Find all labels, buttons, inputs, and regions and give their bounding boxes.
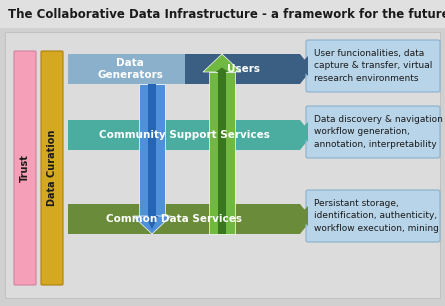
Bar bbox=[218, 72, 227, 234]
Polygon shape bbox=[300, 54, 312, 84]
Polygon shape bbox=[133, 216, 171, 234]
Text: Data discovery & navigation
workflow generation,
annotation, interpretability: Data discovery & navigation workflow gen… bbox=[314, 115, 443, 149]
Polygon shape bbox=[298, 56, 308, 76]
Bar bbox=[68, 120, 300, 150]
Text: The Collaborative Data Infrastructure - a framework for the future: The Collaborative Data Infrastructure - … bbox=[8, 8, 445, 21]
Bar bbox=[68, 54, 300, 84]
Polygon shape bbox=[300, 204, 312, 234]
FancyBboxPatch shape bbox=[306, 40, 440, 92]
Text: Persistant storage,
identification, authenticity,
workflow execution, mining: Persistant storage, identification, auth… bbox=[314, 199, 439, 233]
Bar bbox=[68, 204, 300, 234]
Polygon shape bbox=[300, 120, 312, 150]
Text: Data
Generators: Data Generators bbox=[97, 58, 163, 80]
Text: Community Support Services: Community Support Services bbox=[98, 130, 269, 140]
Polygon shape bbox=[203, 54, 241, 72]
FancyBboxPatch shape bbox=[306, 106, 440, 158]
Text: Trust: Trust bbox=[20, 154, 30, 182]
Polygon shape bbox=[298, 206, 308, 226]
Text: Data Curation: Data Curation bbox=[47, 130, 57, 206]
Polygon shape bbox=[216, 68, 228, 72]
Text: Users: Users bbox=[227, 64, 259, 74]
Polygon shape bbox=[298, 122, 308, 142]
FancyBboxPatch shape bbox=[14, 51, 36, 285]
Bar bbox=[148, 84, 156, 216]
Bar bbox=[0, 0, 445, 28]
Bar bbox=[209, 72, 235, 234]
FancyBboxPatch shape bbox=[41, 51, 63, 285]
Text: User funcionalities, data
capture & transfer, virtual
research environments: User funcionalities, data capture & tran… bbox=[314, 49, 433, 83]
FancyBboxPatch shape bbox=[306, 190, 440, 242]
Text: Common Data Services: Common Data Services bbox=[106, 214, 242, 224]
Bar bbox=[185, 54, 300, 84]
Bar bbox=[5, 32, 440, 298]
Polygon shape bbox=[146, 216, 158, 230]
Bar bbox=[139, 84, 165, 216]
